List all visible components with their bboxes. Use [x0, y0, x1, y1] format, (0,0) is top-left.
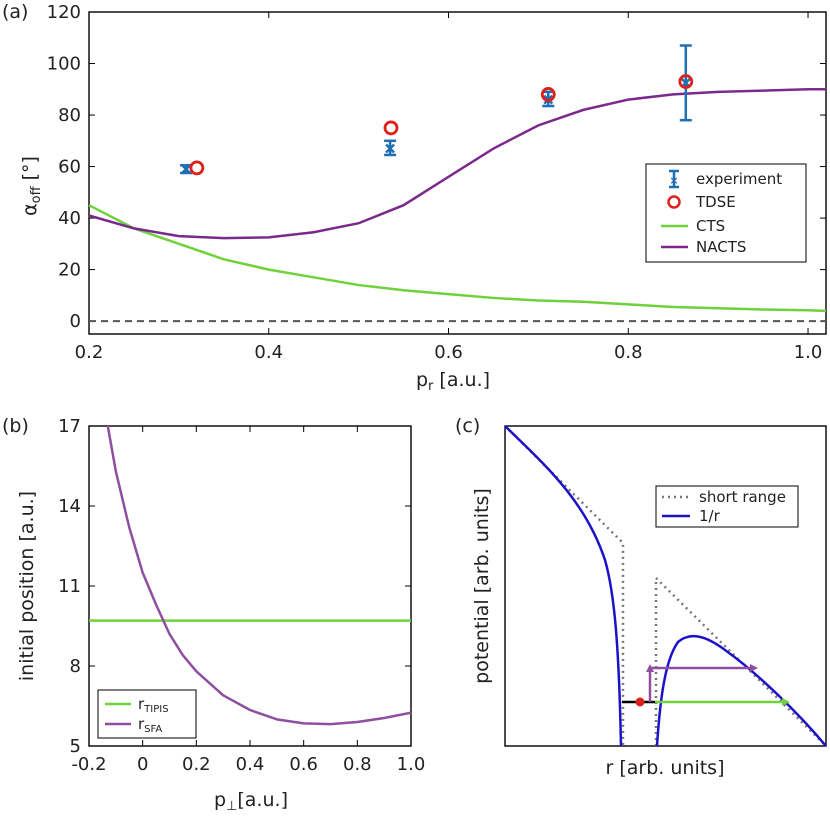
purple-arrowhead-up: [646, 664, 654, 672]
green-arrowhead: [782, 698, 790, 706]
legend-box: [645, 163, 807, 263]
panel-b-legend: rTIPIS rSFA: [97, 689, 197, 739]
experiment-errorbar: [384, 139, 397, 157]
legend-short-range-label: short range: [699, 488, 786, 506]
panel-a-ylabel: αoff [°]: [19, 156, 44, 216]
coulomb-potential-left: [504, 425, 623, 747]
tdse-point: [678, 74, 694, 89]
panel-c-axes-box: [504, 425, 827, 747]
series-line-r-sfa: [106, 425, 412, 726]
coulomb-potential-right: [655, 634, 827, 747]
y-tick-label: 11: [58, 576, 81, 597]
panel-c-ylabel: potential [arb. units]: [471, 488, 493, 684]
legend-experiment-marker: ×: [669, 169, 679, 189]
series-line-nacts: [88, 88, 826, 240]
panel-a-plot-area: [88, 44, 827, 323]
y-tick-label: 8: [70, 656, 81, 677]
experiment-errorbar: [679, 44, 692, 122]
x-tick-label: -0.2: [71, 754, 106, 775]
panel-b-label: (b): [2, 415, 29, 437]
tdse-point: [383, 120, 399, 136]
short-range-potential-left: [504, 425, 625, 746]
x-tick-label: 0.8: [614, 342, 643, 363]
y-tick-label: 100: [47, 54, 81, 75]
panel-a-axes-box: [88, 11, 827, 335]
panel-a-legend: × experiment TDSE CTS NACTS: [645, 163, 807, 263]
legend-rsfa-label: rSFA: [138, 715, 162, 735]
legend-experiment-label: experiment: [696, 170, 782, 188]
panel-b-xlabel: p⊥[a.u.]: [214, 789, 288, 814]
panel-b-ylabel: initial position [a.u.]: [16, 491, 38, 681]
y-tick-label: 17: [58, 416, 81, 437]
y-tick-label: 0: [70, 311, 81, 332]
y-tick-label: 14: [58, 496, 81, 517]
x-tick-label: 1.0: [794, 342, 823, 363]
panel-a-xlabel: pr [a.u.]: [416, 369, 490, 394]
legend-cts-label: CTS: [696, 217, 725, 235]
tdse-point: [189, 160, 205, 176]
panel-c-label: (c): [455, 415, 480, 437]
x-tick-label: 0.2: [182, 754, 211, 775]
legend-coulomb-label: 1/r: [699, 507, 721, 525]
panel-a-ticks: 0.2 0.4 0.6 0.8 1.0 0 20 40 60 80 100 120: [47, 2, 826, 363]
x-tick-label: 0.4: [254, 342, 283, 363]
purple-arrowhead-right: [750, 664, 758, 672]
y-tick-label: 5: [70, 736, 81, 757]
legend-rtipis-label: rTIPIS: [138, 695, 169, 715]
svg-text:×: ×: [669, 174, 678, 187]
panel-c-xlabel: r [arb. units]: [606, 757, 725, 779]
series-line-cts: [88, 204, 827, 313]
y-tick-label: 40: [58, 208, 81, 229]
short-range-potential-right: [654, 575, 827, 747]
panel-b-plot-area: [89, 425, 412, 726]
legend-tdse-label: TDSE: [695, 193, 736, 211]
x-tick-label: 0.2: [75, 342, 104, 363]
y-tick-label: 120: [47, 2, 81, 23]
x-tick-label: 0.8: [343, 754, 372, 775]
panel-c-legend: short range 1/r: [655, 485, 799, 528]
y-tick-label: 60: [58, 157, 81, 178]
panel-b: (b) -0.2 0 0.2 0.4 0.6 0.8 1.0 5 8 11 14 17 p⊥[a.u.…: [2, 415, 425, 814]
tdse-point: [540, 87, 556, 102]
panel-a: (a) 0.2 0.4 0.6 0.8 1.0 0 20 40 60 80 100 120 pr [a…: [2, 1, 827, 394]
panel-b-ticks: -0.2 0 0.2 0.4 0.6 0.8 1.0 5 8 11 14 17: [58, 416, 425, 775]
legend-nacts-label: NACTS: [696, 238, 746, 256]
x-tick-label: 0: [137, 754, 148, 775]
legend-tdse-marker: [667, 195, 681, 209]
x-tick-label: 0.6: [434, 342, 463, 363]
x-tick-label: 1.0: [397, 754, 426, 775]
panel-a-label: (a): [2, 1, 28, 23]
electron-dot: [635, 697, 645, 707]
x-tick-label: 0.4: [236, 754, 265, 775]
legend-box: [97, 689, 197, 739]
x-tick-label: 0.6: [289, 754, 318, 775]
legend-box: [655, 485, 799, 528]
panel-c: (c) short range 1/r r [arb. units] poten…: [455, 415, 827, 779]
y-tick-label: 80: [58, 105, 81, 126]
y-tick-label: 20: [58, 260, 81, 281]
